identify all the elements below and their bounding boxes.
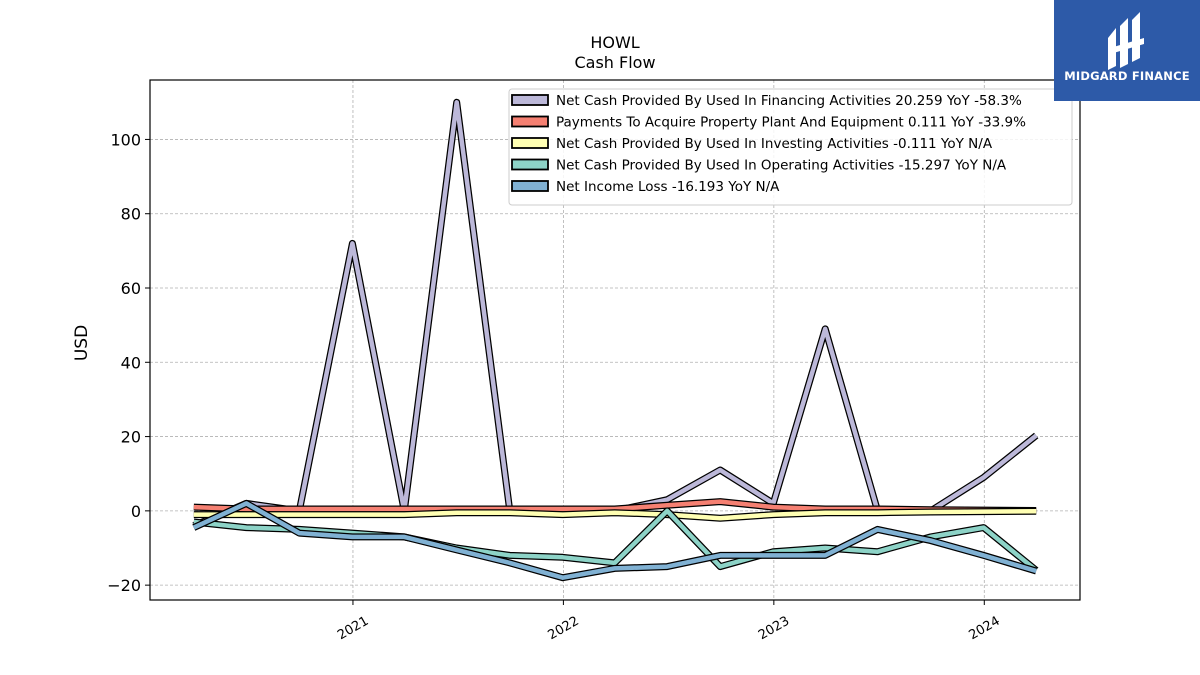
series-lines <box>192 98 1039 582</box>
x-tick-label: 2023 <box>756 614 792 644</box>
series-line-3 <box>193 507 1039 574</box>
legend-label: Net Cash Provided By Used In Operating A… <box>556 158 1007 174</box>
legend-swatch <box>511 158 549 171</box>
x-tick-label: 2022 <box>546 614 582 644</box>
series-line-4 <box>192 499 1038 582</box>
legend-swatch <box>511 94 549 106</box>
chart-title: HOWL <box>590 33 639 52</box>
legend-box <box>508 88 1073 206</box>
y-tick-label: 100 <box>110 130 141 149</box>
legend-label: Payments To Acquire Property Plant And E… <box>556 115 1026 131</box>
legend-label: Net Cash Provided By Used In Investing A… <box>556 136 993 152</box>
y-tick-label: 40 <box>121 353 141 372</box>
series-stroke <box>193 508 1038 573</box>
x-tick-label: 2024 <box>966 614 1002 644</box>
x-tick-label: 2021 <box>335 614 371 644</box>
legend-label: Net Income Loss -16.193 YoY N/A <box>556 179 780 195</box>
y-axis-label: USD <box>72 325 92 361</box>
y-axis: −20 0 20 40 60 80 100 <box>107 130 150 595</box>
series-line-2 <box>193 507 1037 522</box>
legend-swatch <box>511 115 549 128</box>
series-stroke <box>192 501 1037 580</box>
y-tick-label: 0 <box>131 502 141 521</box>
y-tick-label: 80 <box>121 205 141 224</box>
midgard-logo-icon <box>1108 12 1144 70</box>
midgard-finance-logo: MIDGARD FINANCE <box>1054 0 1200 101</box>
legend-label: Net Cash Provided By Used In Financing A… <box>556 93 1022 109</box>
chart-subtitle: Cash Flow <box>574 53 655 72</box>
legend-item: Net Income Loss -16.193 YoY N/A <box>511 179 780 195</box>
legend-item: Net Cash Provided By Used In Financing A… <box>511 93 1022 109</box>
legend-item: Net Cash Provided By Used In Operating A… <box>511 158 1007 174</box>
legend-swatch <box>511 137 549 149</box>
y-tick-label: −20 <box>107 576 141 595</box>
series-stroke <box>193 508 1037 521</box>
y-tick-label: 60 <box>121 279 141 298</box>
legend-item: Payments To Acquire Property Plant And E… <box>511 115 1026 131</box>
logo-text: MIDGARD FINANCE <box>1064 69 1190 83</box>
plot-frame <box>149 79 1081 601</box>
legend: Net Cash Provided By Used In Financing A… <box>508 88 1073 206</box>
legend-swatch <box>511 180 549 192</box>
x-axis: 2021 2022 2023 2024 <box>335 600 1003 644</box>
legend-item: Net Cash Provided By Used In Investing A… <box>511 136 993 152</box>
y-tick-label: 20 <box>121 428 141 447</box>
